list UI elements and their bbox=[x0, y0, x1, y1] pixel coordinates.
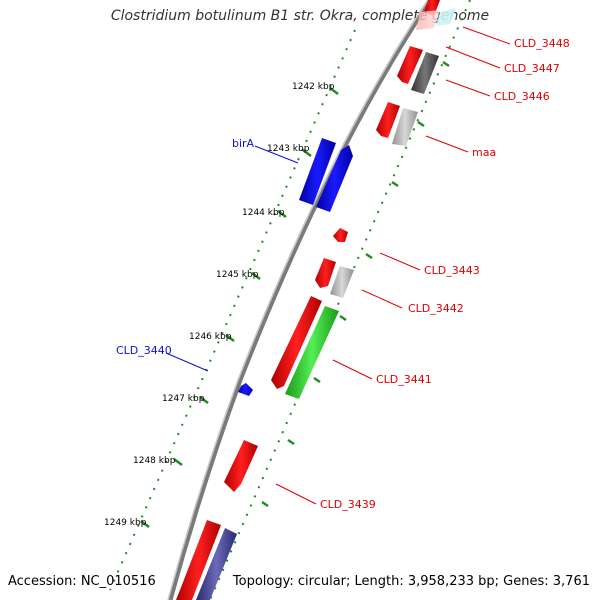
gene-bira-a[interactable] bbox=[299, 138, 336, 205]
gene-cld3439[interactable] bbox=[224, 440, 258, 492]
left-ruler bbox=[109, 29, 356, 591]
tick-label-1246: 1246 kbp bbox=[189, 332, 232, 342]
gene-maa-gray[interactable] bbox=[392, 108, 418, 146]
label-cld3446[interactable]: CLD_3446 bbox=[494, 90, 550, 103]
label-cld3447[interactable]: CLD_3447 bbox=[504, 62, 560, 75]
tick-label-1244: 1244 kbp bbox=[242, 208, 285, 218]
label-cld3439[interactable]: CLD_3439 bbox=[320, 498, 376, 511]
label-cld3440[interactable]: CLD_3440 bbox=[116, 344, 172, 357]
tick-label-1247: 1247 kbp bbox=[162, 394, 205, 404]
topology-text: Topology: circular; Length: 3,958,233 bp… bbox=[232, 574, 590, 589]
gene-cld3441-green[interactable] bbox=[285, 306, 339, 399]
map-title: Clostridium botulinum B1 str. Okra, comp… bbox=[110, 8, 490, 24]
gene-cld3442-red[interactable] bbox=[315, 258, 336, 288]
tick-label-1242: 1242 kbp bbox=[292, 82, 335, 92]
gene-maa-red[interactable] bbox=[376, 102, 400, 138]
gene-bira-b[interactable] bbox=[316, 145, 353, 212]
tick-label-1249: 1249 kbp bbox=[104, 518, 147, 528]
gene-bottom-red[interactable] bbox=[176, 520, 221, 600]
label-bira[interactable]: birA bbox=[232, 137, 255, 150]
tick-label-1243: 1243 kbp bbox=[267, 144, 310, 154]
label-cld3443[interactable]: CLD_3443 bbox=[424, 264, 480, 277]
gene-cld3446[interactable] bbox=[411, 52, 439, 94]
gene-cld3441-red[interactable] bbox=[271, 296, 322, 389]
tick-marks-left bbox=[140, 87, 339, 528]
label-leaders-right bbox=[275, 26, 511, 505]
tick-marks-right bbox=[261, 60, 450, 508]
tick-label-1248: 1248 kbp bbox=[133, 456, 176, 466]
label-leaders-left bbox=[165, 145, 299, 372]
gene-cld3442-gray[interactable] bbox=[330, 266, 354, 298]
accession-text: Accession: NC_010516 bbox=[8, 574, 156, 589]
gene-cld3447[interactable] bbox=[397, 46, 423, 84]
label-cld3442[interactable]: CLD_3442 bbox=[408, 302, 464, 315]
label-cld3448[interactable]: CLD_3448 bbox=[514, 37, 570, 50]
gene-bottom-purple[interactable] bbox=[196, 528, 237, 600]
tick-label-1245: 1245 kbp bbox=[216, 270, 259, 280]
gene-faint-top[interactable] bbox=[416, 10, 440, 30]
gene-cld3440[interactable] bbox=[238, 383, 253, 396]
label-cld3441[interactable]: CLD_3441 bbox=[376, 373, 432, 386]
gene-cld3443[interactable] bbox=[333, 228, 348, 242]
label-maa[interactable]: maa bbox=[472, 146, 496, 159]
gene-faint-cyan[interactable] bbox=[436, 8, 456, 26]
genome-backbone-highlight bbox=[167, 0, 429, 600]
genome-backbone bbox=[167, 0, 433, 600]
